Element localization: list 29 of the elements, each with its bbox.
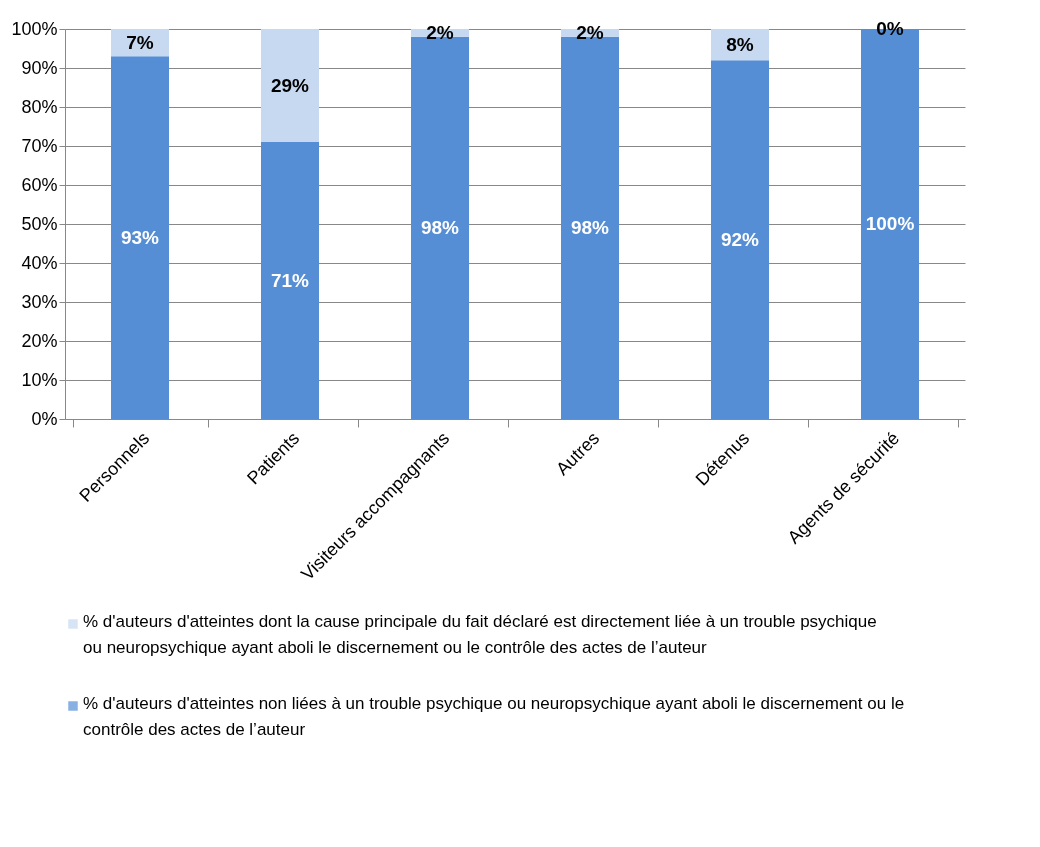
data-label: 71% — [270, 269, 310, 291]
data-label: 0% — [876, 18, 904, 39]
data-label: 2% — [426, 21, 454, 43]
data-label: 100% — [865, 213, 915, 234]
y-tick-label: 90% — [21, 57, 58, 78]
y-tick-label: 70% — [21, 135, 58, 156]
bar — [261, 29, 319, 143]
data-label: 98% — [570, 216, 610, 238]
data-label: 98% — [420, 216, 460, 238]
data-label: 29% — [270, 74, 310, 96]
y-tick-label: 80% — [21, 96, 58, 117]
bar — [111, 56, 169, 419]
y-tick-label: 100% — [11, 18, 58, 39]
data-label: 92% — [720, 228, 760, 250]
data-label: 93% — [120, 226, 160, 248]
legend-label: % d'auteurs d'atteintes dont la cause principale du fait déclaré est directement liée à un trouble psychique ou neuropsychique ayant aboli le discernement ou le contrôle des actes de l’auteur — [83, 612, 877, 657]
bar — [711, 60, 769, 419]
data-label: 2% — [576, 21, 604, 43]
y-tick-label: 30% — [21, 291, 58, 312]
y-tick-label: 0% — [31, 408, 58, 429]
y-tick-label: 50% — [21, 213, 58, 234]
data-label: 8% — [726, 33, 754, 55]
y-tick-label: 10% — [21, 369, 58, 390]
data-label: 7% — [126, 31, 154, 53]
y-tick-label: 20% — [21, 330, 58, 351]
y-tick-label: 40% — [21, 252, 58, 273]
legend-label: % d'auteurs d'atteintes non liées à un trouble psychique ou neuropsychique ayant aboli le discernement ou le contrôle des actes de l’auteur — [83, 694, 905, 739]
y-tick-label: 60% — [21, 174, 58, 195]
bar — [261, 142, 319, 419]
